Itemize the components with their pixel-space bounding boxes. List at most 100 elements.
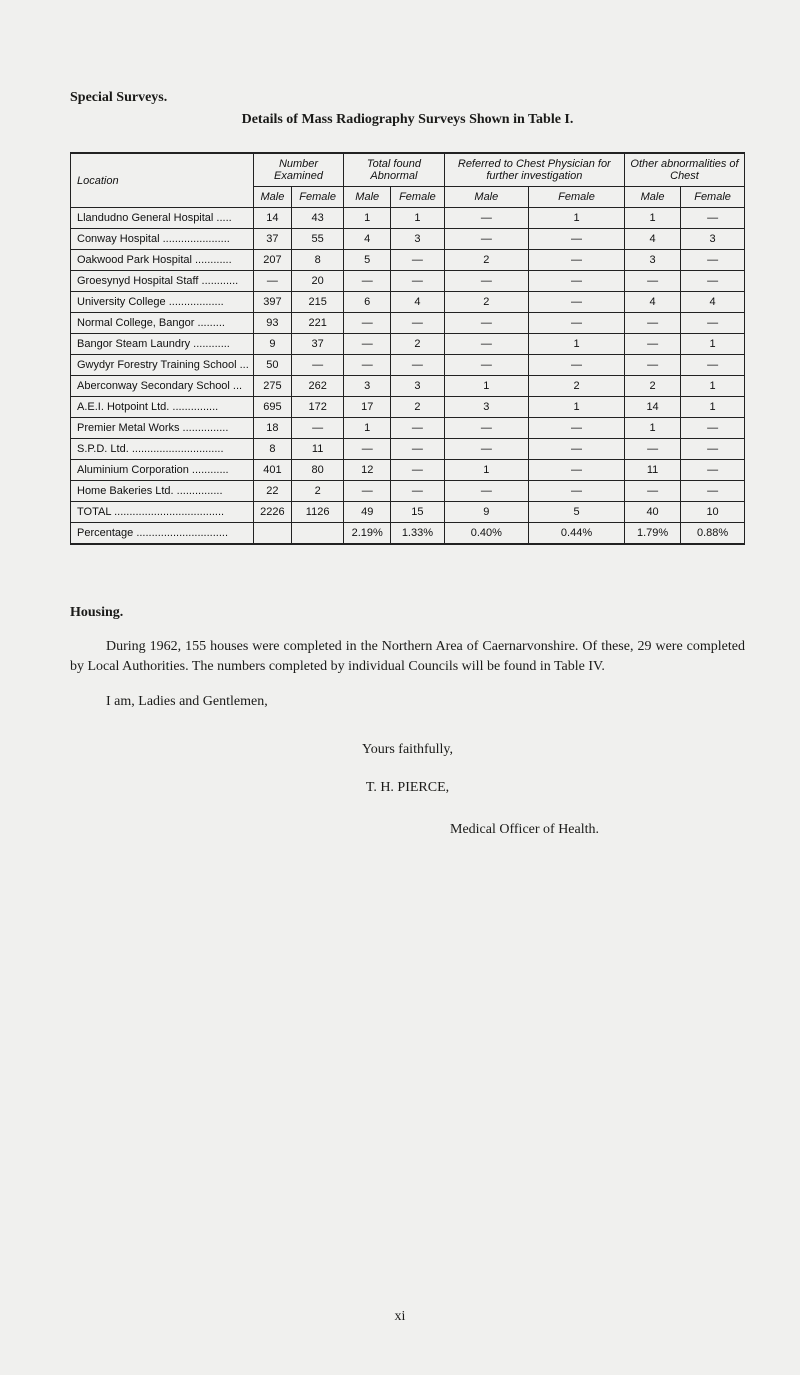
cell-value: —	[625, 334, 681, 355]
cell-value: —	[529, 292, 625, 313]
cell-value: —	[529, 250, 625, 271]
cell-value: 0.40%	[444, 523, 528, 545]
col-abnormal-male: Male	[344, 187, 391, 208]
cell-value: 221	[292, 313, 344, 334]
table-header: Location Number Examined Total found Abn…	[71, 153, 745, 208]
cell-value: 4	[681, 292, 745, 313]
cell-value: 4	[391, 292, 444, 313]
cell-value: 4	[625, 229, 681, 250]
cell-location: Groesynyd Hospital Staff ............	[71, 271, 254, 292]
cell-value: 695	[253, 397, 291, 418]
table-row: A.E.I. Hotpoint Ltd. ...............6951…	[71, 397, 745, 418]
cell-location: Bangor Steam Laundry ............	[71, 334, 254, 355]
table-row: Premier Metal Works ...............18—1—…	[71, 418, 745, 439]
col-referred-female: Female	[529, 187, 625, 208]
cell-value: —	[681, 439, 745, 460]
table-row: Aberconway Secondary School ...275262331…	[71, 376, 745, 397]
cell-value: —	[625, 313, 681, 334]
cell-value: 2	[444, 292, 528, 313]
section-heading-special-surveys: Special Surveys.	[70, 90, 745, 106]
cell-value: 1	[681, 376, 745, 397]
cell-value: —	[529, 271, 625, 292]
cell-value: 397	[253, 292, 291, 313]
cell-value: —	[344, 271, 391, 292]
cell-value: 43	[292, 208, 344, 229]
cell-value: 40	[625, 502, 681, 523]
cell-value: 1	[344, 418, 391, 439]
cell-value: 1	[529, 397, 625, 418]
cell-location: Home Bakeries Ltd. ...............	[71, 481, 254, 502]
cell-value: —	[292, 355, 344, 376]
signature-name: T. H. PIERCE,	[70, 780, 745, 796]
cell-value: 4	[625, 292, 681, 313]
cell-value: —	[391, 355, 444, 376]
cell-value: 2	[292, 481, 344, 502]
cell-value: 2226	[253, 502, 291, 523]
cell-value: —	[681, 418, 745, 439]
cell-value: 1.33%	[391, 523, 444, 545]
cell-value: —	[444, 355, 528, 376]
cell-value: —	[344, 334, 391, 355]
cell-value: 5	[529, 502, 625, 523]
table-row: TOTAL ..................................…	[71, 502, 745, 523]
cell-value: 1	[681, 334, 745, 355]
cell-value: 1	[625, 208, 681, 229]
cell-value: 14	[253, 208, 291, 229]
col-group-other: Other abnormalities of Chest	[625, 153, 745, 187]
col-group-examined: Number Examined	[253, 153, 343, 187]
cell-location: TOTAL ..................................…	[71, 502, 254, 523]
closing-salutation: I am, Ladies and Gentlemen,	[70, 694, 745, 710]
cell-value: 3	[444, 397, 528, 418]
cell-value: 37	[292, 334, 344, 355]
cell-value: —	[344, 313, 391, 334]
cell-value: —	[681, 355, 745, 376]
col-other-male: Male	[625, 187, 681, 208]
col-abnormal-female: Female	[391, 187, 444, 208]
cell-value: —	[391, 271, 444, 292]
cell-value: 37	[253, 229, 291, 250]
cell-value: —	[681, 208, 745, 229]
cell-value: 2	[625, 376, 681, 397]
cell-value: 3	[625, 250, 681, 271]
cell-location: Conway Hospital ......................	[71, 229, 254, 250]
cell-value: 9	[253, 334, 291, 355]
col-referred-male: Male	[444, 187, 528, 208]
cell-value: —	[529, 460, 625, 481]
section-heading-housing: Housing.	[70, 605, 745, 621]
cell-value: 1	[529, 208, 625, 229]
cell-value: 1	[529, 334, 625, 355]
cell-location: Aberconway Secondary School ...	[71, 376, 254, 397]
table-row: S.P.D. Ltd. ............................…	[71, 439, 745, 460]
cell-value: 0.88%	[681, 523, 745, 545]
cell-value: —	[253, 271, 291, 292]
cell-location: Normal College, Bangor .........	[71, 313, 254, 334]
cell-value: 3	[391, 229, 444, 250]
table-row: Aluminium Corporation ............401801…	[71, 460, 745, 481]
col-location: Location	[71, 153, 254, 208]
cell-location: Percentage .............................…	[71, 523, 254, 545]
cell-location: Oakwood Park Hospital ............	[71, 250, 254, 271]
cell-value: 10	[681, 502, 745, 523]
cell-value: 6	[344, 292, 391, 313]
cell-value: 9	[444, 502, 528, 523]
cell-value: 1126	[292, 502, 344, 523]
cell-value: —	[681, 460, 745, 481]
cell-value: —	[625, 271, 681, 292]
cell-value: 8	[292, 250, 344, 271]
cell-value: 1	[444, 460, 528, 481]
cell-value: —	[292, 418, 344, 439]
cell-value: 15	[391, 502, 444, 523]
cell-value: 207	[253, 250, 291, 271]
table-caption: Details of Mass Radiography Surveys Show…	[70, 112, 745, 128]
cell-value: 0.44%	[529, 523, 625, 545]
cell-value: —	[444, 418, 528, 439]
cell-value: —	[444, 334, 528, 355]
cell-value: 18	[253, 418, 291, 439]
cell-value: 14	[625, 397, 681, 418]
cell-value	[253, 523, 291, 545]
cell-value: 1	[391, 208, 444, 229]
cell-value: —	[391, 460, 444, 481]
cell-value: —	[344, 439, 391, 460]
cell-location: Aluminium Corporation ............	[71, 460, 254, 481]
cell-value: 1	[625, 418, 681, 439]
